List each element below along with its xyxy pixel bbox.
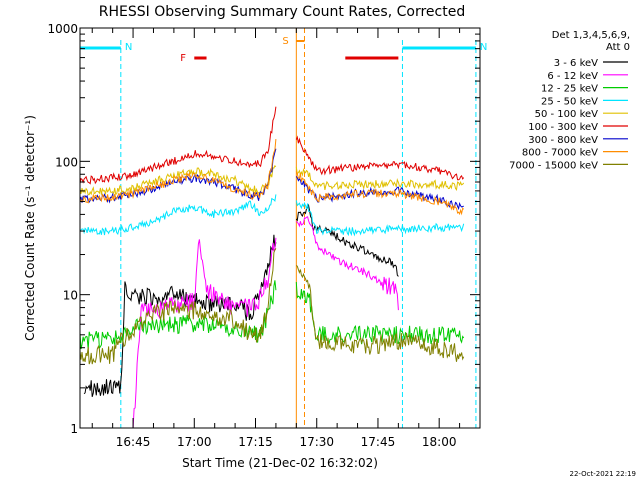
saa-label: S bbox=[282, 36, 288, 47]
legend-label-7: 300 - 800 keV bbox=[528, 135, 598, 146]
y-tick-label: 1 bbox=[70, 422, 78, 436]
legend-label-9: 7000 - 15000 keV bbox=[509, 160, 598, 171]
legend-label-4: 25 - 50 keV bbox=[541, 96, 598, 107]
flare-label: F bbox=[180, 53, 186, 64]
legend-label-3: 12 - 25 keV bbox=[541, 84, 598, 95]
y-tick-label: 10 bbox=[63, 289, 78, 303]
night-label: N bbox=[125, 42, 132, 53]
x-tick-label: 17:45 bbox=[361, 435, 396, 449]
y-axis-label: Corrected Count Rate (s⁻¹ detector⁻¹) bbox=[23, 115, 37, 341]
x-axis-label: Start Time (21-Dec-02 16:32:02) bbox=[182, 456, 378, 470]
x-tick-label: 16:45 bbox=[116, 435, 151, 449]
legend: Det 1,3,4,5,6,9, Att 0 3 - 6 keV 6 - 12 k… bbox=[509, 30, 630, 171]
night-label: N bbox=[480, 42, 487, 53]
legend-header-line-2: Att 0 bbox=[606, 42, 630, 53]
x-tick-label: 17:15 bbox=[238, 435, 273, 449]
series-line-6 bbox=[79, 106, 465, 185]
legend-label-1: 3 - 6 keV bbox=[554, 58, 598, 69]
series-line-4 bbox=[79, 194, 465, 237]
x-tick-label: 17:00 bbox=[177, 435, 212, 449]
plot-frame bbox=[79, 27, 481, 429]
y-tick-label: 100 bbox=[55, 155, 78, 169]
legend-label-6: 100 - 300 keV bbox=[528, 122, 598, 133]
chart-title: RHESSI Observing Summary Count Rates, Co… bbox=[99, 4, 465, 20]
legend-label-5: 50 - 100 keV bbox=[535, 109, 599, 120]
x-tick-label: 18:00 bbox=[422, 435, 457, 449]
timestamp: 22-Oct-2021 22:19 bbox=[570, 470, 636, 478]
series-line-9 bbox=[79, 248, 465, 365]
legend-label-8: 800 - 7000 keV bbox=[522, 148, 598, 159]
x-tick-label: 17:30 bbox=[299, 435, 334, 449]
series-line-8 bbox=[79, 139, 465, 216]
annotation-layer: N N F S bbox=[79, 28, 487, 428]
y-tick-label: 1000 bbox=[47, 22, 78, 36]
legend-header-line-1: Det 1,3,4,5,6,9, bbox=[552, 30, 630, 41]
axis-layer: 1 10 100 1000 16:45 17:00 17:15 17:30 17:45 18:00 bbox=[47, 22, 481, 449]
legend-label-2: 6 - 12 keV bbox=[547, 71, 598, 82]
series-layer bbox=[79, 106, 465, 429]
series-line-5 bbox=[79, 164, 465, 196]
